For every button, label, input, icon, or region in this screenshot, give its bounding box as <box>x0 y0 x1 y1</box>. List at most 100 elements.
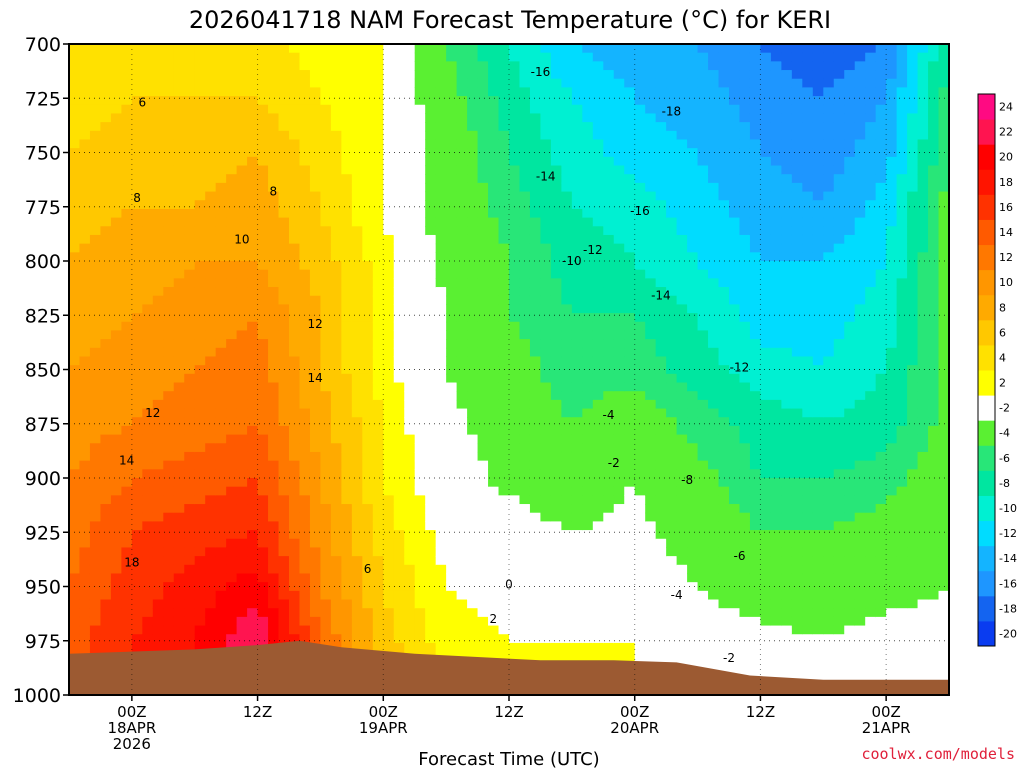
temperature-cell <box>278 70 290 80</box>
temperature-cell <box>571 321 583 332</box>
temperature-cell <box>729 191 741 201</box>
temperature-cell <box>529 373 542 384</box>
temperature-cell <box>69 295 81 305</box>
temperature-cell <box>634 182 646 193</box>
temperature-cell <box>100 287 112 297</box>
temperature-cell <box>498 495 510 505</box>
temperature-cell <box>634 590 646 601</box>
temperature-cell <box>760 122 772 132</box>
temperature-cell <box>121 44 133 54</box>
temperature-cell <box>110 478 122 488</box>
temperature-cell <box>226 61 238 71</box>
temperature-cell <box>435 330 447 340</box>
temperature-cell <box>320 217 332 227</box>
temperature-cell <box>477 243 489 253</box>
temperature-cell <box>729 417 741 427</box>
temperature-cell <box>456 339 468 349</box>
temperature-cell <box>582 226 594 236</box>
temperature-cell <box>110 130 122 141</box>
temperature-cell <box>529 530 542 540</box>
temperature-cell <box>592 564 604 575</box>
temperature-cell <box>289 165 301 175</box>
temperature-cell <box>257 217 269 227</box>
temperature-cell <box>708 330 720 340</box>
temperature-cell <box>268 261 280 271</box>
temperature-cell <box>666 234 678 245</box>
temperature-cell <box>89 139 102 149</box>
temperature-cell <box>341 339 353 349</box>
temperature-cell <box>142 70 154 80</box>
temperature-cell <box>320 44 332 54</box>
temperature-cell <box>351 451 363 462</box>
temperature-cell <box>687 547 699 557</box>
temperature-cell <box>121 339 133 349</box>
temperature-cell <box>163 391 175 401</box>
temperature-cell <box>372 347 384 358</box>
temperature-cell <box>205 217 217 227</box>
temperature-cell <box>425 269 437 279</box>
temperature-cell <box>729 304 741 314</box>
temperature-cell <box>634 165 646 175</box>
temperature-cell <box>247 269 259 279</box>
temperature-cell <box>666 573 678 583</box>
temperature-cell <box>655 599 667 609</box>
temperature-cell <box>205 52 217 62</box>
temperature-cell <box>110 373 122 384</box>
temperature-cell <box>236 295 248 305</box>
temperature-cell <box>163 139 175 149</box>
temperature-cell <box>592 139 604 149</box>
temperature-cell <box>697 634 709 644</box>
temperature-cell <box>341 451 353 462</box>
temperature-cell <box>729 96 741 106</box>
temperature-cell <box>749 486 762 496</box>
temperature-cell <box>184 425 196 436</box>
temperature-cell <box>697 113 709 123</box>
temperature-cell <box>226 234 238 245</box>
temperature-cell <box>477 399 489 410</box>
temperature-cell <box>550 382 562 392</box>
temperature-cell <box>131 339 143 349</box>
temperature-cell <box>477 425 489 436</box>
temperature-cell <box>749 434 762 444</box>
temperature-cell <box>498 625 510 635</box>
temperature-cell <box>299 599 311 609</box>
temperature-cell <box>404 373 416 384</box>
temperature-cell <box>456 451 468 462</box>
temperature-cell <box>655 564 667 575</box>
temperature-cell <box>131 486 143 496</box>
temperature-cell <box>456 434 468 444</box>
temperature-cell <box>687 295 699 305</box>
temperature-cell <box>278 200 290 210</box>
temperature-cell <box>687 486 699 496</box>
temperature-cell <box>320 269 332 279</box>
temperature-cell <box>435 582 447 592</box>
temperature-cell <box>69 217 81 227</box>
temperature-cell <box>624 287 636 297</box>
temperature-cell <box>603 52 615 62</box>
temperature-cell <box>226 122 238 132</box>
temperature-cell <box>362 174 374 184</box>
temperature-cell <box>320 234 332 245</box>
temperature-cell <box>278 52 290 62</box>
temperature-cell <box>320 608 332 618</box>
temperature-cell <box>121 538 133 549</box>
temperature-cell <box>320 408 332 418</box>
temperature-cell <box>79 208 91 219</box>
temperature-cell <box>477 590 489 601</box>
temperature-cell <box>142 217 154 227</box>
temperature-cell <box>613 243 625 253</box>
temperature-cell <box>194 556 206 566</box>
temperature-cell <box>550 252 562 262</box>
temperature-cell <box>529 104 542 115</box>
temperature-cell <box>173 339 185 349</box>
temperature-cell <box>749 330 762 340</box>
temperature-cell <box>613 330 625 340</box>
temperature-cell <box>184 556 196 566</box>
temperature-cell <box>215 434 227 444</box>
temperature-cell <box>729 512 741 522</box>
temperature-cell <box>383 547 395 557</box>
temperature-cell <box>425 148 437 158</box>
temperature-cell <box>215 625 227 635</box>
temperature-cell <box>257 469 269 479</box>
temperature-cell <box>257 304 269 314</box>
